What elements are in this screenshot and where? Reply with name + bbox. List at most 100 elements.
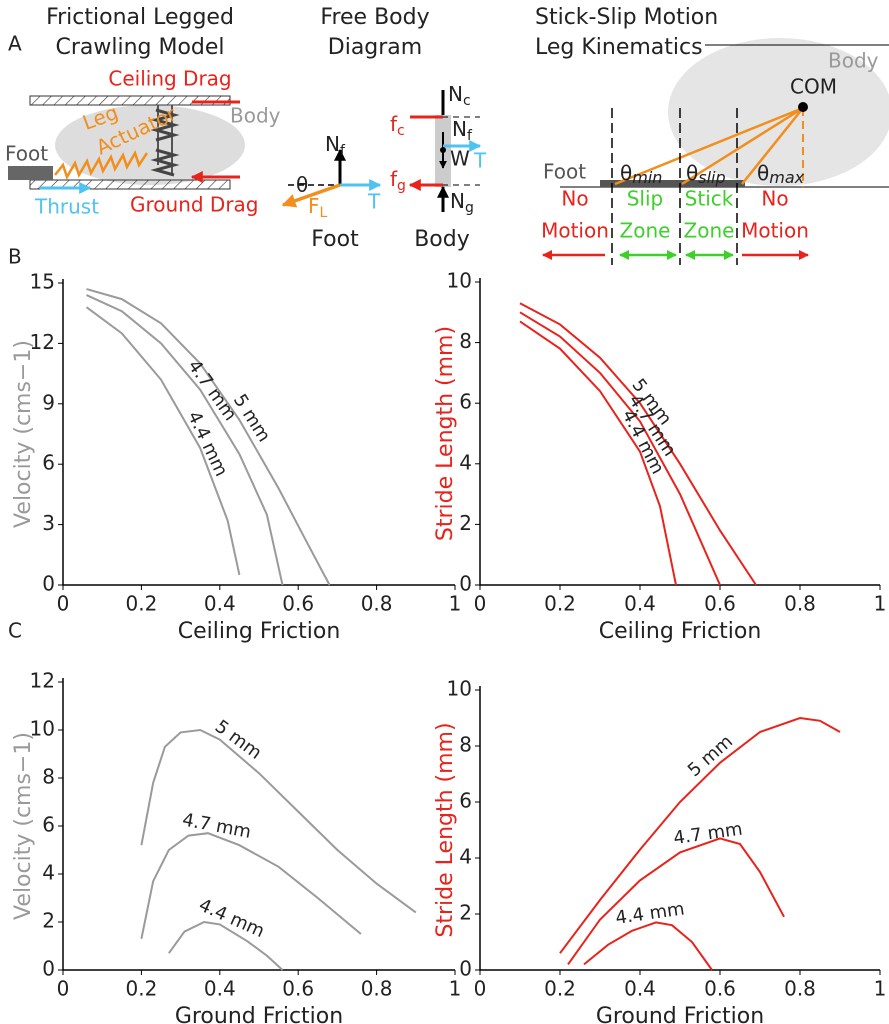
label: θ <box>620 161 632 185</box>
y-tick-label: 2 <box>459 901 472 925</box>
y-tick-label: 3 <box>42 511 55 535</box>
label: N <box>450 189 465 213</box>
x-axis-label: Ground Friction <box>596 1004 764 1024</box>
y-axis-label: Stride Length (mm) <box>433 722 458 937</box>
curve <box>86 294 284 586</box>
zone-label: No <box>761 187 788 211</box>
label: Ng <box>450 189 474 217</box>
curve <box>168 920 284 971</box>
label: COM <box>790 75 837 99</box>
label: Nc <box>448 82 471 110</box>
y-axis-label: Velocity (cms−1) <box>11 340 36 528</box>
curve <box>559 716 841 954</box>
curve-label: 4.7 mm <box>672 819 744 849</box>
y-tick-label: 10 <box>447 269 472 293</box>
kinematics-diagram: Stick-Slip Motion Leg Kinematics Body CO… <box>535 5 889 265</box>
panel-label: C <box>8 619 22 643</box>
y-tick-label: 6 <box>42 451 55 475</box>
label: f <box>390 167 398 191</box>
x-axis-label: Ground Friction <box>175 1004 343 1024</box>
y-tick-label: 4 <box>459 845 472 869</box>
curve <box>140 728 417 914</box>
x-tick-label: 0.8 <box>784 977 816 1001</box>
y-tick-label: 0 <box>459 957 472 981</box>
curve <box>583 921 713 971</box>
caption: Body <box>414 227 470 252</box>
y-axis-label: Stride Length (mm) <box>433 326 458 541</box>
x-tick-label: 0.8 <box>784 592 816 616</box>
label: FL <box>308 194 328 222</box>
curve <box>519 320 677 586</box>
x-tick-label: 0 <box>474 977 487 1001</box>
label: F <box>308 194 320 218</box>
zone-label: No <box>561 187 588 211</box>
title: Frictional Legged <box>46 5 234 30</box>
x-tick-label: 1 <box>874 592 887 616</box>
x-tick-label: 1 <box>874 977 887 1001</box>
label: max <box>769 168 804 187</box>
label: θ <box>296 173 308 197</box>
label: L <box>320 205 328 221</box>
panel-label: B <box>8 245 22 269</box>
y-tick-label: 10 <box>447 677 472 701</box>
x-tick-label: 0.4 <box>624 977 656 1001</box>
label: fg <box>390 167 406 195</box>
label: T <box>473 149 487 173</box>
y-tick-label: 8 <box>42 765 55 789</box>
label: c <box>463 93 471 109</box>
curve <box>519 302 757 586</box>
label: θ <box>757 161 769 185</box>
y-tick-label: 8 <box>459 733 472 757</box>
label: f <box>340 143 346 159</box>
x-tick-label: 0.2 <box>544 977 576 1001</box>
x-tick-label: 0.8 <box>361 977 393 1001</box>
panel-label: A <box>8 32 22 56</box>
label: Foot <box>5 142 48 166</box>
y-tick-label: 12 <box>30 669 55 693</box>
label: T <box>367 190 381 214</box>
x-tick-label: 0.6 <box>282 592 314 616</box>
label: Foot <box>543 160 586 184</box>
x-axis-label: Ceiling Friction <box>178 619 341 644</box>
label: c <box>397 123 405 139</box>
y-tick-label: 0 <box>42 957 55 981</box>
x-axis-label: Ceiling Friction <box>599 619 762 644</box>
title: Leg Kinematics <box>535 35 703 60</box>
zone-label: Motion <box>741 219 809 243</box>
x-tick-label: 1 <box>449 592 462 616</box>
y-tick-label: 4 <box>42 861 55 885</box>
label: min <box>632 168 662 187</box>
x-tick-label: 0.6 <box>704 592 736 616</box>
curve-label: 4.7 mm <box>181 809 253 842</box>
label: Ground Drag <box>130 193 259 217</box>
label: Nf <box>452 117 473 145</box>
x-tick-label: 0.4 <box>624 592 656 616</box>
y-tick-label: 6 <box>42 813 55 837</box>
x-tick-label: 0.4 <box>204 592 236 616</box>
label: Body <box>828 49 879 73</box>
x-tick-label: 0 <box>57 977 70 1001</box>
label: N <box>452 117 467 141</box>
title: Diagram <box>328 35 422 60</box>
curve <box>567 837 785 965</box>
x-tick-label: 0.6 <box>704 977 736 1001</box>
x-tick-label: 0.4 <box>204 977 236 1001</box>
title: Crawling Model <box>55 35 224 60</box>
y-tick-label: 8 <box>459 329 472 353</box>
label: W <box>450 147 470 171</box>
title: Free Body <box>320 5 429 30</box>
label: fc <box>390 112 405 140</box>
zone-label: Slip <box>627 187 664 211</box>
curve <box>86 288 331 586</box>
label: N <box>325 132 340 156</box>
label: θmin <box>620 161 662 187</box>
label: g <box>397 178 406 194</box>
curve <box>85 306 241 576</box>
y-tick-label: 12 <box>30 330 55 354</box>
label: θslip <box>686 161 726 187</box>
x-tick-label: 0 <box>57 592 70 616</box>
curve-label: 5 mm <box>229 391 275 446</box>
label: Thrust <box>34 195 99 219</box>
label: Body <box>230 104 281 128</box>
